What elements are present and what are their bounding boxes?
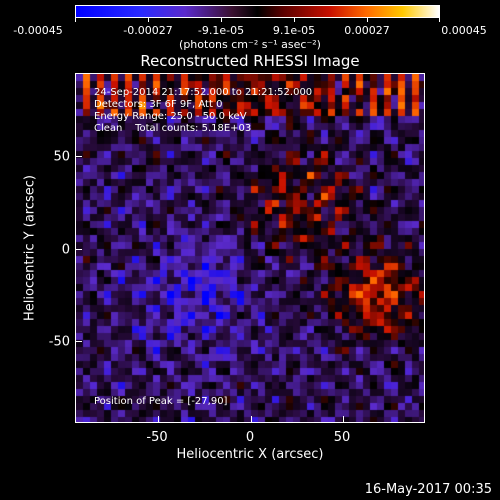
colorbar-tick bbox=[439, 18, 440, 22]
y-tick-label: 0 bbox=[61, 242, 70, 258]
x-tick bbox=[251, 416, 252, 422]
colorbar-label: 0.00027 bbox=[344, 24, 390, 37]
colorbar-label: 0.00045 bbox=[441, 24, 487, 37]
x-tick-label: 50 bbox=[333, 430, 351, 445]
x-tick bbox=[343, 416, 344, 422]
colorbar-label: -9.1e-05 bbox=[197, 24, 245, 37]
colorbar-label: -0.00045 bbox=[13, 24, 63, 37]
y-tick-label: -50 bbox=[48, 334, 70, 350]
y-tick bbox=[76, 156, 82, 157]
image-plot: 24-Sep-2014 21:17:52.000 to 21:21:52.000… bbox=[75, 73, 425, 423]
colorbar-label: -0.00027 bbox=[123, 24, 173, 37]
colorbar-tick bbox=[294, 18, 295, 22]
colorbar-tick bbox=[221, 18, 222, 22]
colorbar-tick bbox=[148, 18, 149, 22]
y-tick-label: 50 bbox=[53, 149, 70, 165]
colorbar-tick bbox=[75, 18, 76, 22]
info-line-detectors: Detectors: 3F 6F 9F, Att 0 bbox=[94, 99, 223, 110]
y-axis-title: Heliocentric Y (arcsec) bbox=[22, 175, 38, 321]
x-tick bbox=[158, 416, 159, 422]
x-axis-title: Heliocentric X (arcsec) bbox=[176, 447, 324, 462]
colorbar bbox=[75, 5, 440, 18]
colorbar-tick bbox=[367, 18, 368, 22]
colorbar-unit: (photons cm⁻² s⁻¹ asec⁻²) bbox=[179, 38, 321, 51]
image-title: Reconstructed RHESSI Image bbox=[140, 52, 360, 70]
info-line-counts: Clean Total counts: 5.18E+03 bbox=[94, 123, 252, 134]
y-tick bbox=[76, 249, 82, 250]
heatmap-canvas bbox=[76, 74, 424, 422]
x-tick-label: 0 bbox=[245, 430, 255, 445]
y-tick bbox=[76, 341, 82, 342]
info-line-time: 24-Sep-2014 21:17:52.000 to 21:21:52.000 bbox=[94, 87, 313, 98]
peak-position: Position of Peak = [-27,90] bbox=[94, 396, 228, 407]
x-tick-label: -50 bbox=[146, 430, 168, 445]
info-line-energy: Energy Range: 25.0 - 50.0 keV bbox=[94, 111, 247, 122]
colorbar-label: 9.1e-05 bbox=[272, 24, 316, 37]
plot-datestamp: 16-May-2017 00:35 bbox=[364, 482, 492, 497]
